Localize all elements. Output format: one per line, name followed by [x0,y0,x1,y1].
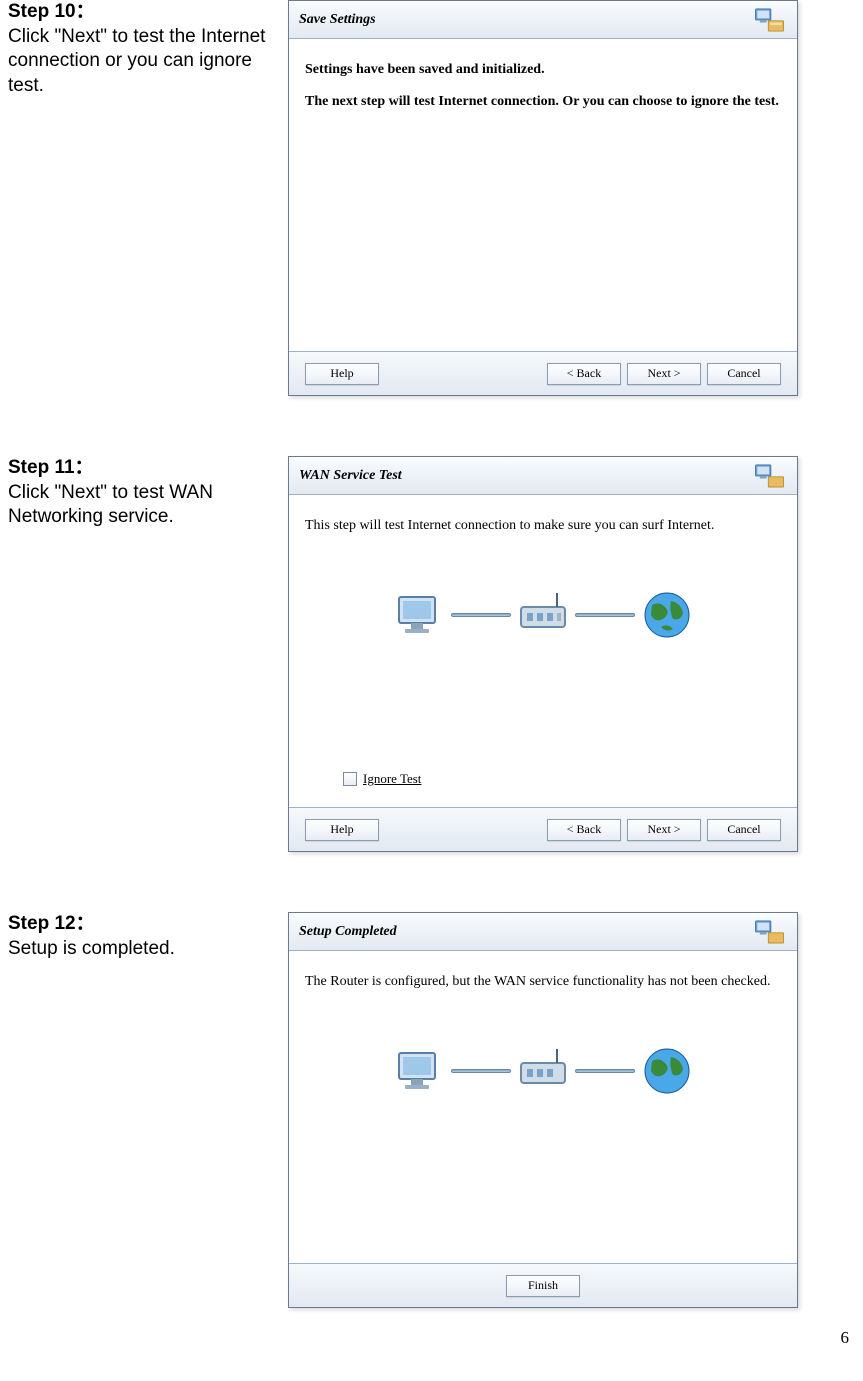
wizard-header: Setup Completed [289,913,797,951]
wizard-body: The Router is configured, but the WAN se… [289,951,797,1263]
page-number: 6 [8,1328,853,1348]
body-line-1: This step will test Internet connection … [305,517,781,535]
step-11-label: Step 11： [8,456,278,481]
pc-icon [389,585,449,645]
body-line-1: Settings have been saved and initialized… [305,61,781,79]
wizard-title: Setup Completed [299,924,397,940]
step-12-text: Step 12： Setup is completed. [8,912,288,961]
wizard-save-settings: Save Settings Settings have been saved a… [288,0,798,396]
step-11-row: Step 11： Click "Next" to test WAN Networ… [8,456,853,852]
step-12-desc: Setup is completed. [8,937,278,962]
wizard-title: Save Settings [299,12,376,28]
wizard-footer: Help < Back Next > Cancel [289,351,797,395]
step-10-text: Step 10： Click "Next" to test the Intern… [8,0,288,99]
wizard-setup-completed: Setup Completed The Router is configured… [288,912,798,1308]
step-10-desc: Click "Next" to test the Internet connec… [8,25,278,99]
ignore-test-option[interactable]: Ignore Test [343,771,421,787]
help-button[interactable]: Help [305,363,379,385]
cable-1 [451,613,511,617]
step-10-label: Step 10： [8,0,278,25]
back-button[interactable]: < Back [547,363,621,385]
pc-icon [389,1041,449,1101]
finish-button[interactable]: Finish [506,1275,580,1297]
wizard-header: Save Settings [289,1,797,39]
next-button[interactable]: Next > [627,363,701,385]
globe-icon [637,585,697,645]
step-11-desc: Click "Next" to test WAN Networking serv… [8,481,278,530]
connection-diagram [305,1041,781,1101]
body-line-1: The Router is configured, but the WAN se… [305,973,781,991]
connection-diagram [305,585,781,645]
step-12-row: Step 12： Setup is completed. Setup Compl… [8,912,853,1308]
wizard-body: This step will test Internet connection … [289,495,797,807]
wizard-footer: Finish [289,1263,797,1307]
step-10-row: Step 10： Click "Next" to test the Intern… [8,0,853,396]
cable-2 [575,1069,635,1073]
cancel-button[interactable]: Cancel [707,363,781,385]
wizard-title: WAN Service Test [299,468,402,484]
network-setup-icon [753,5,787,35]
next-button[interactable]: Next > [627,819,701,841]
network-setup-icon [753,461,787,491]
ignore-test-label: Ignore Test [363,771,421,787]
wizard-body: Settings have been saved and initialized… [289,39,797,351]
help-button[interactable]: Help [305,819,379,841]
body-line-2: The next step will test Internet connect… [305,93,781,111]
cancel-button[interactable]: Cancel [707,819,781,841]
cable-1 [451,1069,511,1073]
step-12-label: Step 12： [8,912,278,937]
network-setup-icon [753,917,787,947]
wizard-wan-test: WAN Service Test This step will test Int… [288,456,798,852]
globe-icon [637,1041,697,1101]
wizard-header: WAN Service Test [289,457,797,495]
router-icon [513,585,573,645]
back-button[interactable]: < Back [547,819,621,841]
step-11-text: Step 11： Click "Next" to test WAN Networ… [8,456,288,530]
ignore-test-checkbox[interactable] [343,772,357,786]
wizard-footer: Help < Back Next > Cancel [289,807,797,851]
cable-2 [575,613,635,617]
router-icon [513,1041,573,1101]
